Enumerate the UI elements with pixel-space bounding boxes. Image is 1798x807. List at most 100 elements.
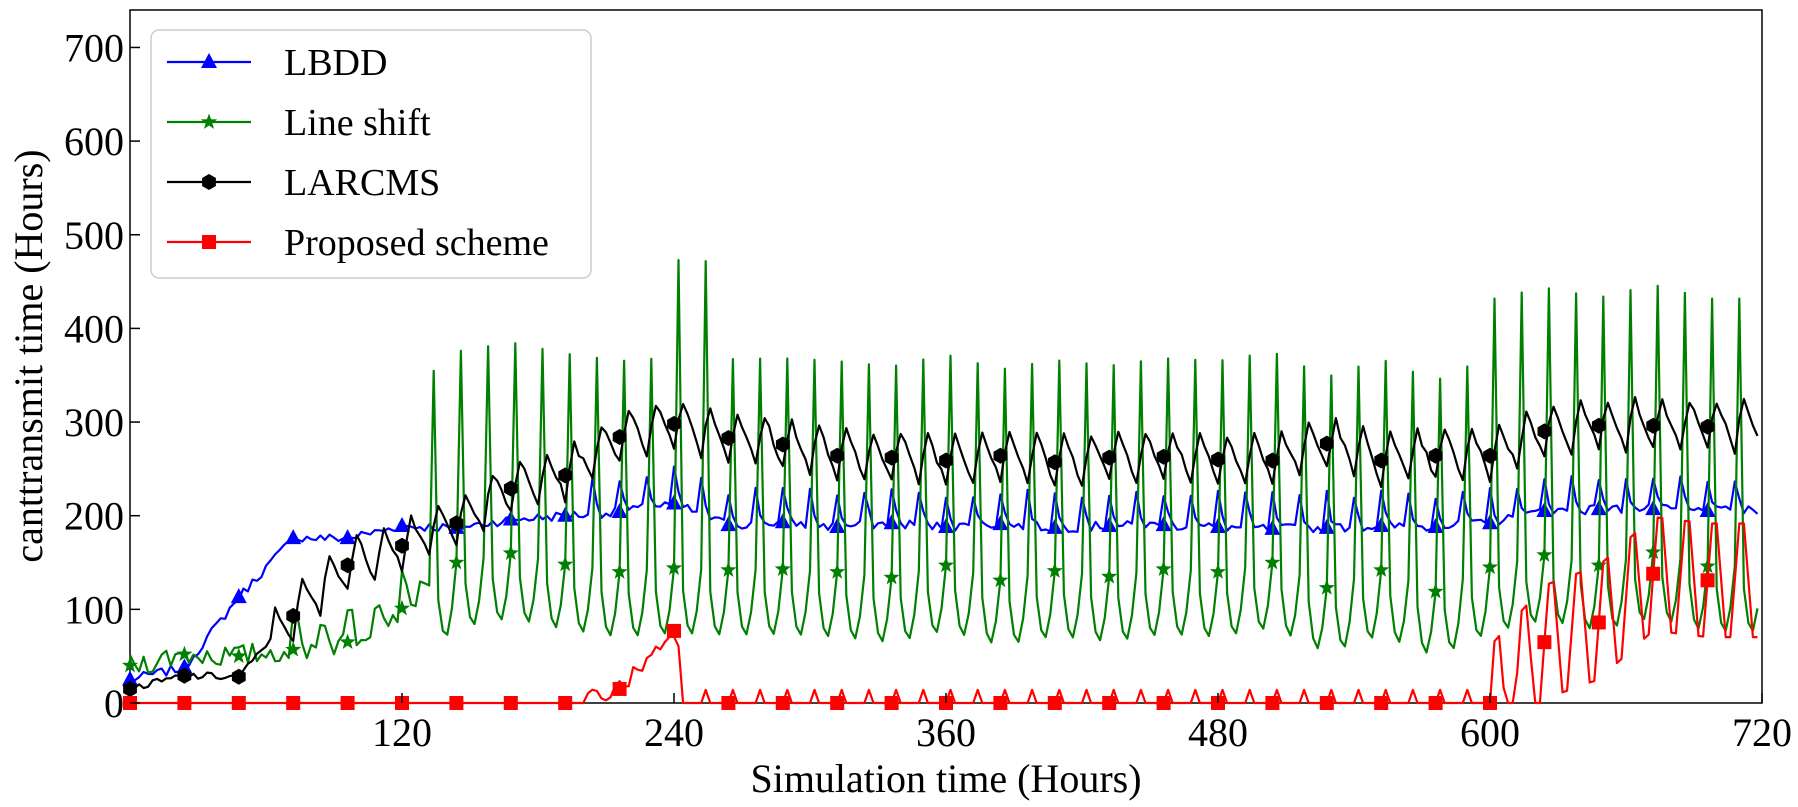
legend-label: Proposed scheme xyxy=(284,222,549,264)
series-1-point xyxy=(502,544,519,560)
series-1-point xyxy=(665,559,683,575)
series-1-point xyxy=(1046,562,1063,578)
series-3-point xyxy=(1428,696,1443,710)
x-tick-label: 240 xyxy=(644,710,704,755)
series-0-point xyxy=(285,529,302,545)
series-1-point xyxy=(611,563,628,579)
series-1-point xyxy=(393,599,411,616)
legend: LBDD Line shift LARCMS Proposed scheme xyxy=(150,29,592,279)
legend-marker xyxy=(202,235,216,249)
series-3-point xyxy=(1265,696,1280,710)
series-3-point xyxy=(1537,635,1552,650)
x-tick-label: 480 xyxy=(1188,710,1248,755)
series-2-point xyxy=(1156,448,1171,465)
series-3-point xyxy=(503,696,518,710)
series-2-point xyxy=(1700,418,1715,435)
series-3-point xyxy=(612,681,627,696)
series-1-point xyxy=(1155,560,1172,576)
series-1-point xyxy=(1101,568,1118,584)
series-2-point xyxy=(1319,435,1334,452)
legend-box xyxy=(150,29,592,279)
series-3-point xyxy=(667,623,681,638)
series-1-point xyxy=(1427,583,1444,599)
series-2-point xyxy=(939,452,953,469)
series-0-point xyxy=(611,502,628,518)
series-line-0 xyxy=(129,465,1759,682)
series-layer xyxy=(121,259,1759,710)
x-axis-label: Simulation time (Hours) xyxy=(750,756,1141,801)
series-1-point xyxy=(230,647,247,664)
y-tick-label: 600 xyxy=(64,119,124,164)
legend-marker xyxy=(200,113,218,129)
legend-label: LBDD xyxy=(284,42,387,84)
series-2-point xyxy=(1537,423,1552,440)
series-2-point xyxy=(1374,452,1389,469)
series-3-point xyxy=(1700,573,1715,588)
series-3-point xyxy=(558,696,573,710)
series-1-point xyxy=(339,633,356,649)
series-1-point xyxy=(1209,563,1227,579)
tick-layer: 120 240 360 480 600 720 0 100 200 300 400 500 600 700 xyxy=(64,25,1792,755)
series-3-point xyxy=(177,696,192,710)
series-2 xyxy=(123,396,1759,697)
series-3-point xyxy=(1047,696,1062,710)
series-2-point xyxy=(231,668,246,685)
series-2-point xyxy=(503,480,518,497)
x-tick-label: 120 xyxy=(372,710,432,755)
series-3-point xyxy=(775,696,790,710)
series-2-point xyxy=(1428,447,1443,464)
y-tick-label: 400 xyxy=(64,306,124,351)
series-3-point xyxy=(884,696,899,710)
x-tick-label: 720 xyxy=(1732,710,1792,755)
series-1-point xyxy=(883,569,900,585)
series-2-point xyxy=(993,447,1008,464)
series-1-point xyxy=(285,641,302,657)
series-3-point xyxy=(1102,696,1117,710)
series-1-point xyxy=(1590,556,1607,573)
series-3-point xyxy=(340,696,355,710)
series-3-point xyxy=(286,696,301,710)
series-0-point xyxy=(1101,517,1118,533)
legend-label: LARCMS xyxy=(284,162,440,204)
series-line-1 xyxy=(129,259,1759,674)
series-0-point xyxy=(122,670,138,686)
series-2-point xyxy=(721,430,736,446)
series-2-point xyxy=(775,436,790,453)
series-3-point xyxy=(1156,696,1171,710)
series-3-point xyxy=(449,696,464,710)
series-3-point xyxy=(993,696,1008,710)
series-1-point xyxy=(1264,554,1281,570)
series-2-point xyxy=(612,429,627,445)
series-2-point xyxy=(449,515,464,532)
series-3-point xyxy=(1646,566,1661,581)
series-0-point xyxy=(992,515,1009,531)
series-3-point xyxy=(231,696,246,710)
series-0-point xyxy=(883,514,900,530)
series-2-point xyxy=(558,467,573,484)
series-line-2 xyxy=(129,396,1759,694)
series-0-point xyxy=(1427,517,1444,533)
y-tick-label: 300 xyxy=(64,400,124,445)
series-0 xyxy=(122,465,1759,686)
series-1-point xyxy=(1373,561,1390,577)
series-2-point xyxy=(1591,417,1606,434)
series-1-point xyxy=(1318,579,1335,595)
y-tick-label: 500 xyxy=(64,213,124,258)
series-2-point xyxy=(1483,447,1497,464)
legend-label: Line shift xyxy=(284,102,431,144)
series-3-point xyxy=(1374,696,1389,710)
y-tick-label: 100 xyxy=(64,587,124,632)
series-0-point xyxy=(339,529,356,545)
series-1 xyxy=(121,259,1759,674)
series-1-point xyxy=(774,560,791,576)
series-2-point xyxy=(1102,449,1117,466)
series-2-point xyxy=(667,415,681,432)
y-tick-label: 0 xyxy=(104,681,124,726)
series-0-point xyxy=(230,588,247,604)
series-2-point xyxy=(1211,451,1225,468)
series-3-point xyxy=(1591,615,1606,630)
series-1-point xyxy=(1645,543,1662,560)
series-1-point xyxy=(1481,558,1499,575)
series-3-point xyxy=(721,696,736,710)
series-1-point xyxy=(557,555,574,572)
